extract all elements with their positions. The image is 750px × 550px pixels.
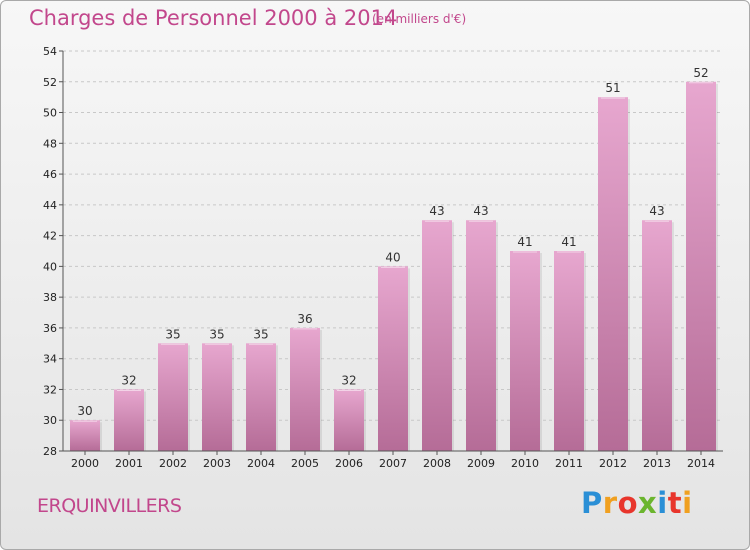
x-tick-label: 2001: [115, 457, 143, 470]
chart-title: Charges de Personnel 2000 à 2014: [29, 6, 398, 30]
y-tick-label: 48: [43, 137, 57, 150]
data-label: 36: [297, 312, 312, 326]
axes: 28 30 32 34 36 38 40 42 44 46 48 50 52 54 2000 2001 2002…: [43, 45, 723, 470]
x-tick-label: 2003: [203, 457, 231, 470]
x-tick-label: 2010: [511, 457, 539, 470]
y-tick-label: 54: [43, 45, 57, 58]
bars: 30 32 35 35 35 36 32 40 43 43 41 41 51 43 52: [70, 66, 718, 452]
data-label: 43: [429, 204, 444, 218]
y-tick-label: 36: [43, 322, 57, 335]
bar: [246, 343, 276, 451]
x-tick-label: 2005: [291, 457, 319, 470]
y-tick-label: 46: [43, 168, 57, 181]
bar: [466, 220, 496, 451]
logo-letter: P: [581, 486, 603, 520]
y-tick-label: 28: [43, 445, 57, 458]
x-tick-label: 2011: [555, 457, 583, 470]
x-tick-label: 2008: [423, 457, 451, 470]
data-label: 41: [561, 235, 576, 249]
bar: [158, 343, 188, 451]
logo-letter: r: [602, 486, 618, 520]
data-label: 30: [77, 404, 92, 418]
bar: [422, 220, 452, 451]
logo-letter: t: [667, 486, 683, 520]
chart-subtitle: (en milliers d'€): [372, 12, 467, 26]
x-tick-label: 2002: [159, 457, 187, 470]
bar: [202, 343, 232, 451]
proxiti-logo[interactable]: Proxiti: [581, 486, 693, 520]
x-tick-label: 2009: [467, 457, 495, 470]
x-tick-label: 2014: [687, 457, 715, 470]
y-tick-label: 38: [43, 291, 57, 304]
y-tick-label: 50: [43, 107, 57, 120]
y-tick-label: 52: [43, 76, 57, 89]
y-tick-label: 42: [43, 230, 57, 243]
logo-letter: o: [617, 486, 639, 520]
bar: [642, 220, 672, 451]
y-tick-label: 30: [43, 414, 57, 427]
commune-name: ERQUINVILLERS: [37, 495, 182, 517]
y-tick-label: 32: [43, 383, 57, 396]
bar: [686, 81, 716, 452]
data-label: 52: [693, 66, 708, 80]
y-tick-label: 40: [43, 260, 57, 273]
data-label: 40: [385, 250, 400, 264]
bar: [554, 251, 584, 451]
x-tick-label: 2007: [379, 457, 407, 470]
x-tick-label: 2000: [71, 457, 99, 470]
data-label: 43: [473, 204, 488, 218]
bar: [114, 389, 144, 451]
data-label: 32: [121, 373, 136, 387]
bar: [290, 327, 320, 451]
logo-letter: i: [682, 486, 693, 520]
data-label: 35: [253, 327, 268, 341]
data-label: 32: [341, 373, 356, 387]
bar: [334, 389, 364, 451]
data-label: 35: [165, 327, 180, 341]
x-tick-label: 2006: [335, 457, 363, 470]
bar: [598, 97, 628, 452]
y-tick-label: 44: [43, 199, 57, 212]
bar: [378, 266, 408, 451]
data-label: 35: [209, 327, 224, 341]
y-tick-label: 34: [43, 353, 57, 366]
bar: [70, 420, 100, 451]
x-tick-label: 2013: [643, 457, 671, 470]
data-label: 41: [517, 235, 532, 249]
x-tick-label: 2004: [247, 457, 275, 470]
data-label: 51: [605, 81, 620, 95]
x-tick-label: 2012: [599, 457, 627, 470]
data-label: 43: [649, 204, 664, 218]
logo-letter: x: [638, 486, 658, 520]
bar: [510, 251, 540, 451]
logo-letter: i: [657, 486, 668, 520]
